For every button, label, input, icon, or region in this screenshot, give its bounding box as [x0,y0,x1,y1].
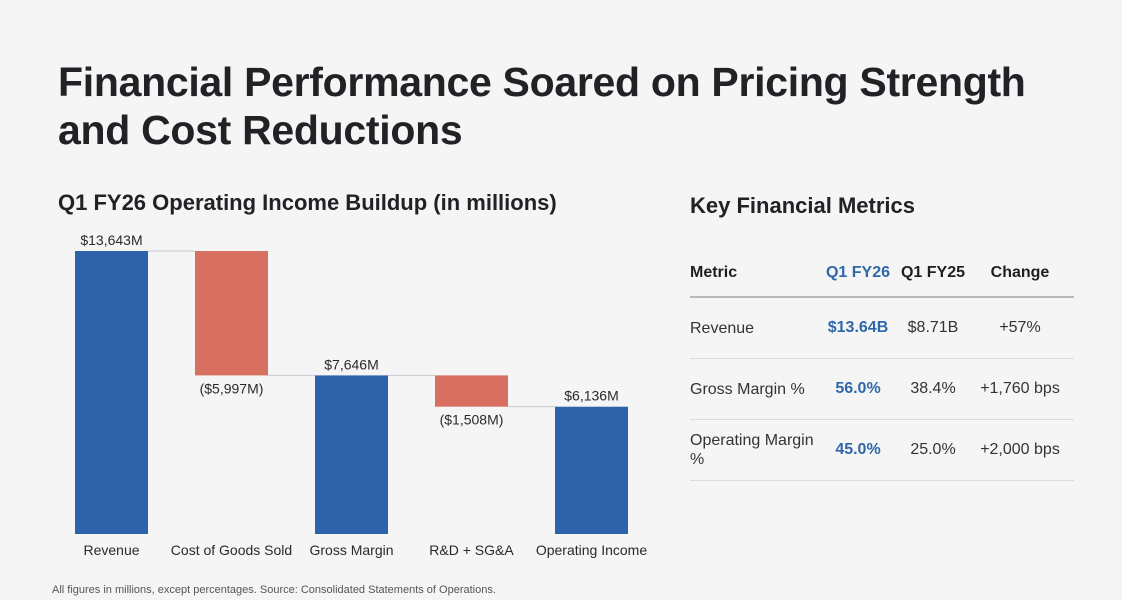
q1fy26-value: 45.0% [816,419,900,481]
category-label: R&D + SG&A [429,542,514,558]
metrics-table: Metric Q1 FY26 Q1 FY25 Change Revenue $1… [690,250,1074,481]
q1fy25-value: 38.4% [900,358,966,420]
table-row: Revenue $13.64B $8.71B +57% [690,297,1074,359]
change-value: +2,000 bps [966,419,1074,481]
q1fy26-value: $13.64B [816,297,900,359]
footnote: All figures in millions, except percenta… [52,584,496,596]
header-q1fy26: Q1 FY26 [816,250,900,298]
bar-gross-margin [315,375,388,534]
header-change: Change [966,250,1074,298]
metric-name: Gross Margin % [690,358,816,420]
chart-title: Q1 FY26 Operating Income Buildup (in mil… [58,190,557,215]
bar-r-d-sg-a [435,375,508,407]
metrics-table-title: Key Financial Metrics [690,193,915,218]
bar-revenue [75,251,148,534]
table-row: Operating Margin % 45.0% 25.0% +2,000 bp… [690,419,1074,481]
header-q1fy25: Q1 FY25 [900,250,966,298]
change-value: +1,760 bps [966,358,1074,420]
q1fy26-value: 56.0% [816,358,900,420]
category-label: Cost of Goods Sold [171,542,292,558]
metric-name: Revenue [690,297,816,359]
category-label: Operating Income [536,542,647,558]
table-row: Gross Margin % 56.0% 38.4% +1,760 bps [690,358,1074,420]
metrics-header-row: Metric Q1 FY26 Q1 FY25 Change [690,250,1074,298]
data-label: $7,646M [324,356,378,372]
q1fy25-value: 25.0% [900,419,966,481]
data-label: ($5,997M) [200,380,264,396]
page-title: Financial Performance Soared on Pricing … [58,59,1026,153]
header-metric: Metric [690,250,816,298]
category-label: Gross Margin [309,542,393,558]
metric-name: Operating Margin % [690,419,816,481]
data-label: ($1,508M) [440,412,504,428]
change-value: +57% [966,297,1074,359]
bar-operating-income [555,406,628,534]
bar-cost-of-goods-sold [195,251,268,376]
q1fy25-value: $8.71B [900,297,966,359]
data-label: $6,136M [564,388,618,404]
category-label: Revenue [83,542,139,558]
data-label: $13,643M [80,232,142,248]
